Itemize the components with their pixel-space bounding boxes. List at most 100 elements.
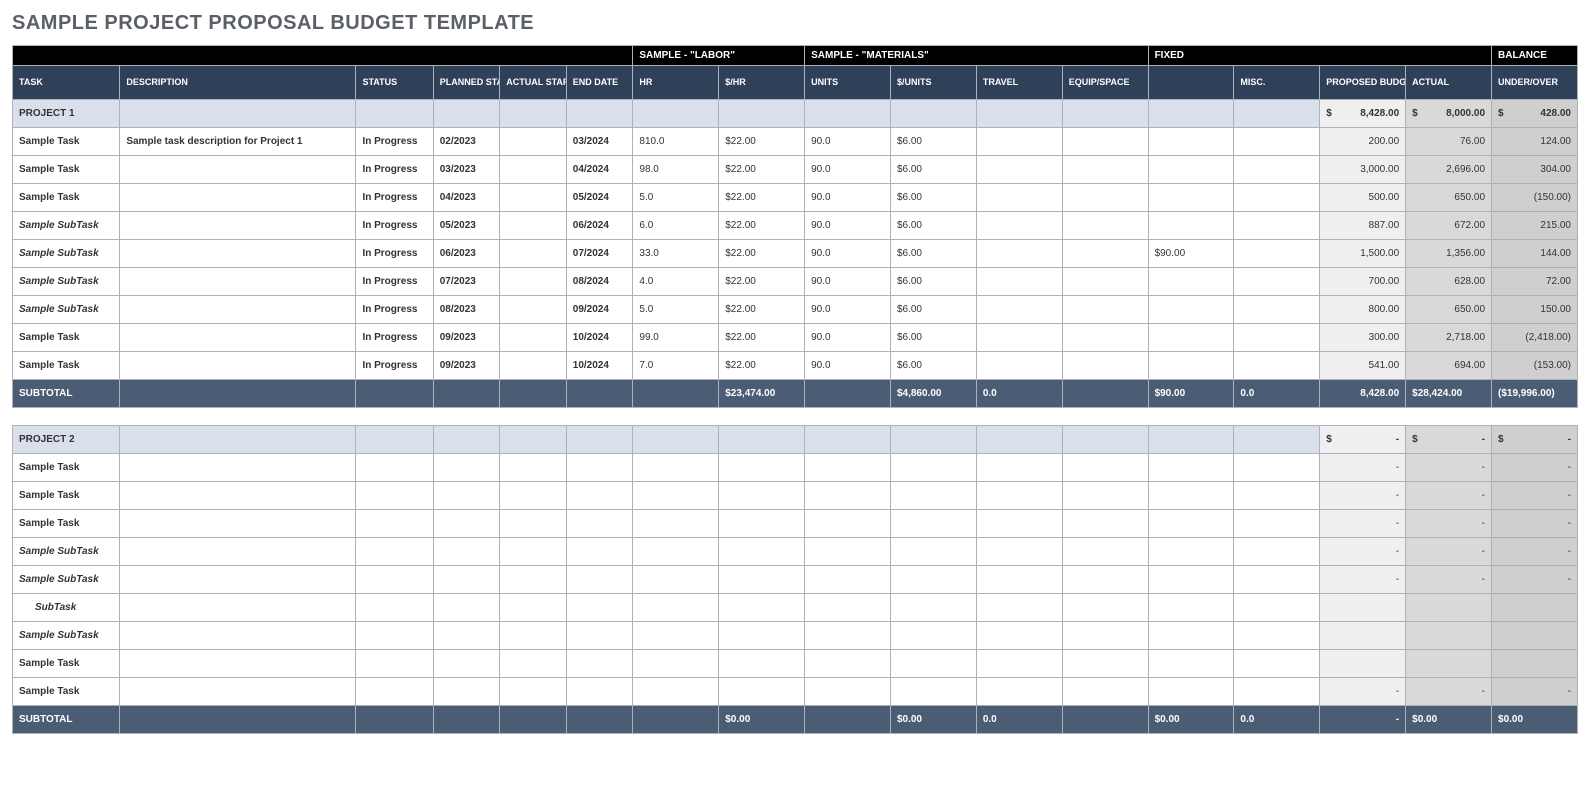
cell-hr[interactable] [633,650,719,678]
cell-end-date[interactable] [566,538,633,566]
cell-misc[interactable] [1234,240,1320,268]
cell-hr[interactable]: 98.0 [633,156,719,184]
cell-equip[interactable] [1062,594,1148,622]
cell-desc[interactable] [120,156,356,184]
cell-units[interactable] [805,678,891,706]
cell-actual-start[interactable] [500,454,567,482]
cell-rate[interactable] [719,650,805,678]
cell-desc[interactable] [120,212,356,240]
cell-status[interactable] [356,594,433,622]
cell-under-over[interactable]: - [1492,566,1578,594]
cell-planned-start[interactable]: 07/2023 [433,268,500,296]
cell-units[interactable] [805,482,891,510]
cell-hr[interactable]: 99.0 [633,324,719,352]
cell-fixed[interactable] [1148,678,1234,706]
cell-units[interactable]: 90.0 [805,296,891,324]
cell-per-units[interactable] [890,650,976,678]
cell-end-date[interactable]: 06/2024 [566,212,633,240]
cell-under-over[interactable]: (2,418.00) [1492,324,1578,352]
cell-travel[interactable] [976,352,1062,380]
cell-travel[interactable] [976,324,1062,352]
cell-hr[interactable] [633,622,719,650]
cell-actual-start[interactable] [500,156,567,184]
cell-status[interactable] [356,678,433,706]
cell-status[interactable]: In Progress [356,240,433,268]
cell-hr[interactable] [633,678,719,706]
cell-travel[interactable] [976,184,1062,212]
cell-task[interactable]: Sample SubTask [13,212,120,240]
cell-fixed[interactable] [1148,184,1234,212]
cell-task[interactable]: Sample SubTask [13,240,120,268]
cell-end-date[interactable]: 10/2024 [566,324,633,352]
cell-hr[interactable] [633,538,719,566]
cell-equip[interactable] [1062,454,1148,482]
cell-rate[interactable] [719,566,805,594]
cell-rate[interactable]: $22.00 [719,156,805,184]
cell-proposed[interactable]: - [1320,678,1406,706]
cell-task[interactable]: Sample SubTask [13,538,120,566]
cell-under-over[interactable]: 150.00 [1492,296,1578,324]
cell-fixed[interactable] [1148,622,1234,650]
cell-actual-start[interactable] [500,240,567,268]
cell-equip[interactable] [1062,296,1148,324]
cell-planned-start[interactable] [433,482,500,510]
cell-units[interactable] [805,622,891,650]
cell-actual[interactable]: 650.00 [1406,296,1492,324]
cell-planned-start[interactable] [433,454,500,482]
cell-planned-start[interactable] [433,678,500,706]
cell-fixed[interactable] [1148,268,1234,296]
cell-misc[interactable] [1234,594,1320,622]
cell-per-units[interactable]: $6.00 [890,156,976,184]
cell-misc[interactable] [1234,678,1320,706]
cell-task[interactable]: Sample Task [13,510,120,538]
cell-task[interactable]: Sample Task [13,184,120,212]
cell-rate[interactable] [719,510,805,538]
cell-actual-start[interactable] [500,538,567,566]
cell-end-date[interactable] [566,566,633,594]
cell-proposed[interactable]: 3,000.00 [1320,156,1406,184]
cell-fixed[interactable] [1148,454,1234,482]
cell-equip[interactable] [1062,184,1148,212]
cell-status[interactable]: In Progress [356,296,433,324]
cell-travel[interactable] [976,128,1062,156]
cell-end-date[interactable] [566,454,633,482]
cell-status[interactable] [356,566,433,594]
cell-planned-start[interactable]: 09/2023 [433,324,500,352]
cell-units[interactable] [805,454,891,482]
cell-travel[interactable] [976,240,1062,268]
cell-hr[interactable]: 6.0 [633,212,719,240]
cell-under-over[interactable]: - [1492,510,1578,538]
cell-misc[interactable] [1234,352,1320,380]
cell-actual[interactable]: 1,356.00 [1406,240,1492,268]
cell-planned-start[interactable] [433,566,500,594]
cell-travel[interactable] [976,678,1062,706]
cell-per-units[interactable] [890,482,976,510]
cell-task[interactable]: Sample SubTask [13,268,120,296]
cell-end-date[interactable] [566,594,633,622]
cell-equip[interactable] [1062,156,1148,184]
cell-end-date[interactable]: 03/2024 [566,128,633,156]
cell-status[interactable]: In Progress [356,268,433,296]
cell-status[interactable]: In Progress [356,352,433,380]
cell-proposed[interactable] [1320,650,1406,678]
cell-actual-start[interactable] [500,212,567,240]
cell-units[interactable] [805,510,891,538]
cell-planned-start[interactable] [433,650,500,678]
cell-proposed[interactable]: - [1320,538,1406,566]
cell-misc[interactable] [1234,510,1320,538]
cell-status[interactable] [356,482,433,510]
project-name[interactable]: PROJECT 1 [13,100,120,128]
cell-under-over[interactable]: (150.00) [1492,184,1578,212]
cell-proposed[interactable]: - [1320,454,1406,482]
cell-end-date[interactable]: 08/2024 [566,268,633,296]
cell-fixed[interactable] [1148,296,1234,324]
cell-fixed[interactable] [1148,128,1234,156]
cell-equip[interactable] [1062,622,1148,650]
cell-hr[interactable]: 33.0 [633,240,719,268]
cell-units[interactable] [805,538,891,566]
cell-status[interactable] [356,510,433,538]
cell-rate[interactable]: $22.00 [719,352,805,380]
cell-actual-start[interactable] [500,324,567,352]
cell-under-over[interactable]: 72.00 [1492,268,1578,296]
cell-end-date[interactable]: 09/2024 [566,296,633,324]
